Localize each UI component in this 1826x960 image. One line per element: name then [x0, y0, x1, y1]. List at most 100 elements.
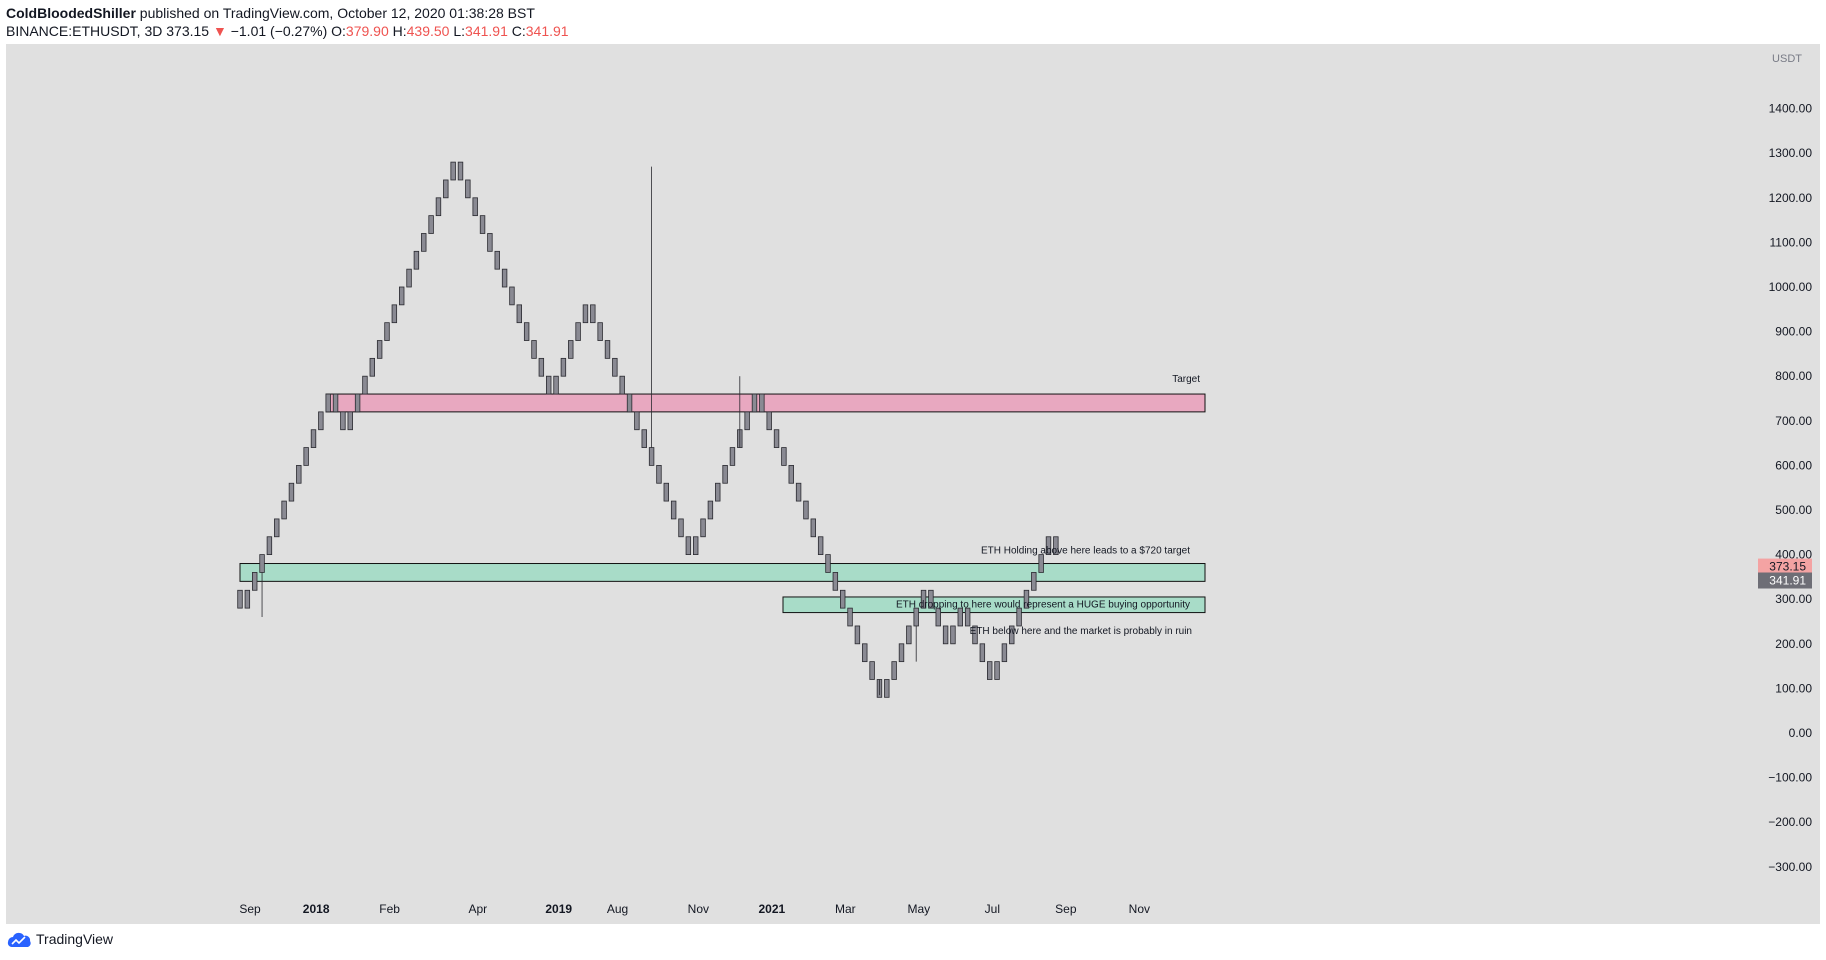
ohlc-line: BINANCE:ETHUSDT, 3D 373.15 ▼ −1.01 (−0.2… — [6, 22, 569, 40]
renko-brick — [1045, 536, 1052, 556]
author-name[interactable]: ColdBloodedShiller — [6, 5, 136, 21]
y-tick-label: 400.00 — [1775, 548, 1812, 562]
renko-brick — [509, 286, 515, 306]
x-tick-label: Sep — [239, 902, 261, 916]
renko-brick — [259, 554, 265, 573]
close-label: C: — [511, 23, 526, 39]
renko-brick — [641, 429, 647, 448]
renko-brick — [825, 554, 831, 573]
renko-brick — [413, 250, 420, 270]
renko-brick — [296, 464, 302, 484]
renko-brick — [340, 411, 346, 431]
chart-header: ColdBloodedShiller published on TradingV… — [6, 4, 569, 40]
renko-brick — [979, 643, 986, 663]
zone-buy — [782, 596, 1206, 614]
renko-brick — [781, 447, 787, 466]
renko-brick — [494, 250, 500, 270]
high-label: H: — [392, 23, 407, 39]
x-tick-label: Nov — [688, 902, 709, 916]
x-tick-label: Sep — [1055, 902, 1077, 916]
renko-brick — [972, 625, 978, 645]
footer-brand[interactable]: TradingView — [36, 931, 114, 947]
y-tick-label: 700.00 — [1775, 414, 1812, 428]
renko-brick — [398, 286, 405, 306]
renko-brick — [428, 215, 434, 234]
renko-brick — [678, 518, 684, 538]
renko-brick — [744, 411, 750, 431]
y-tick-label: 1400.00 — [1769, 102, 1813, 116]
tradingview-logo-icon — [7, 932, 31, 948]
renko-brick — [715, 482, 721, 502]
renko-brick — [384, 322, 390, 341]
renko-brick — [751, 393, 758, 413]
renko-brick — [310, 429, 317, 448]
renko-brick — [766, 411, 772, 431]
renko-brick — [670, 500, 677, 520]
renko-brick — [1031, 572, 1037, 591]
x-tick-label: Mar — [835, 902, 856, 916]
low-label: L: — [453, 23, 466, 39]
renko-brick — [479, 215, 486, 234]
renko-brick — [994, 661, 1000, 680]
renko-brick — [942, 625, 949, 645]
x-tick-label: 2019 — [545, 902, 572, 916]
x-tick-label: 2021 — [758, 902, 785, 916]
renko-brick — [362, 375, 368, 395]
renko-brick — [729, 447, 736, 466]
renko-brick — [810, 518, 816, 538]
symbol-label[interactable]: BINANCE:ETHUSDT, 3D — [6, 23, 163, 39]
renko-brick — [648, 447, 655, 466]
y-tick-label: −100.00 — [1768, 771, 1812, 785]
high-value: 439.50 — [406, 23, 450, 39]
renko-brick — [251, 572, 258, 591]
y-tick-label: 200.00 — [1775, 637, 1812, 651]
y-tick-label: 100.00 — [1775, 681, 1812, 695]
renko-brick — [597, 322, 603, 341]
renko-brick — [575, 322, 581, 341]
renko-brick — [619, 375, 625, 395]
renko-brick — [1009, 625, 1015, 645]
y-tick-label: 600.00 — [1775, 458, 1812, 472]
renko-brick — [898, 643, 905, 663]
renko-brick — [612, 357, 618, 377]
renko-brick — [832, 572, 839, 591]
y-tick-label: 1000.00 — [1769, 280, 1813, 294]
renko-brick — [759, 393, 765, 413]
renko-brick — [840, 589, 846, 609]
renko-brick — [700, 518, 706, 538]
renko-brick — [817, 536, 824, 556]
renko-brick — [803, 500, 809, 520]
y-tick-label: 1200.00 — [1769, 191, 1813, 205]
renko-brick — [465, 179, 471, 199]
footer: TradingView — [6, 930, 113, 948]
renko-brick — [266, 536, 273, 556]
renko-brick — [538, 357, 545, 377]
renko-brick — [244, 589, 251, 609]
open-label: O: — [331, 23, 346, 39]
last-price: 373.15 — [166, 23, 210, 39]
renko-brick — [406, 268, 412, 288]
renko-brick — [450, 161, 456, 181]
x-tick-label: Feb — [379, 902, 400, 916]
renko-brick — [421, 233, 427, 252]
renko-brick — [553, 375, 559, 395]
renko-brick — [369, 357, 375, 377]
renko-brick — [906, 625, 912, 645]
renko-brick — [531, 340, 537, 359]
renko-brick — [656, 464, 662, 484]
currency-label: USDT — [1772, 53, 1802, 65]
renko-brick — [773, 429, 780, 448]
renko-brick — [516, 304, 522, 324]
y-tick-label: 500.00 — [1775, 503, 1812, 517]
renko-brick — [274, 518, 280, 538]
y-tick-label: 0.00 — [1789, 726, 1813, 740]
renko-brick — [693, 536, 699, 556]
renko-brick — [354, 393, 361, 413]
renko-brick — [435, 197, 442, 217]
label-ruin: ETH below here and the market is probabl… — [970, 626, 1192, 637]
y-tick-label: 1100.00 — [1770, 235, 1813, 249]
x-tick-label: Apr — [469, 902, 488, 916]
renko-brick — [1016, 607, 1022, 627]
renko-chart[interactable]: Target ETH Holding above here leads to a … — [0, 0, 1826, 930]
renko-brick — [950, 625, 956, 645]
